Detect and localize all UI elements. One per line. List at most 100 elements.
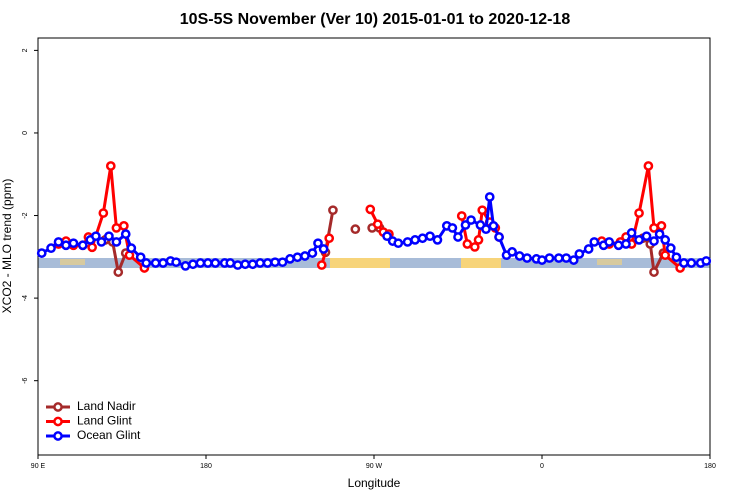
data-point [277,257,288,268]
data-point [447,223,458,233]
data-point [96,237,107,247]
data-point [119,221,129,231]
y-tick-label: -4 [22,295,29,301]
data-point [111,223,122,233]
data-point [671,252,682,263]
data-point [574,249,585,259]
data-point [105,161,116,171]
data-point [665,243,676,254]
data-point [141,258,152,268]
data-point [643,161,654,171]
data-point [316,260,327,270]
land-band [60,259,85,265]
y-axis-label: XCO2 - MLO trend (ppm) [0,179,14,314]
data-point [686,258,697,268]
data-point [460,220,471,230]
data-point [660,250,671,261]
data-point [36,248,47,258]
data-point [135,252,146,263]
data-point [307,248,318,258]
data-point [425,231,435,242]
data-point [180,261,191,271]
data-point [481,224,491,235]
legend-marker [53,402,63,412]
data-point [111,237,122,247]
data-point [365,204,376,215]
data-point [150,258,161,268]
data-point [649,236,659,246]
data-point [432,235,443,245]
data-point [350,224,361,235]
legend-label: Land Glint [77,414,132,428]
data-point [113,267,124,277]
data-point [514,251,525,261]
data-point [522,253,532,263]
data-point [262,258,273,268]
data-point [328,205,338,216]
data-point [453,232,463,242]
data-point [292,252,303,263]
data-point [488,221,499,231]
data-point [621,239,631,249]
data-point [466,215,476,225]
data-point [318,244,329,254]
data-point [210,258,221,268]
data-point [634,235,644,245]
data-point [544,253,555,263]
land-band [461,258,501,268]
data-point [613,240,624,251]
data-point [462,239,473,249]
data-point [270,257,280,268]
data-point [656,221,667,231]
land-band [597,259,622,265]
data-point [537,255,547,265]
x-tick-label: 90 W [366,463,383,470]
data-point [98,208,109,218]
data-point [553,253,564,263]
data-point [477,205,488,216]
data-point [53,237,64,247]
data-point [456,211,467,221]
data-point [604,237,615,247]
y-tick-label: -6 [22,377,29,383]
data-point [247,259,258,270]
data-point [583,244,594,254]
data-point [561,253,572,263]
land-band [330,258,390,268]
x-tick-label: 0 [540,463,544,470]
data-point [300,251,310,261]
y-tick-label: 0 [22,131,29,135]
data-point [626,228,637,238]
data-point [104,231,114,242]
data-point [77,240,88,251]
data-point [701,256,712,266]
data-point [126,243,137,254]
x-axis-label: Longitude [348,476,401,490]
data-point [382,231,392,242]
data-point [469,242,480,252]
data-point [91,231,101,242]
data-point [255,258,265,268]
data-point [171,257,181,268]
data-point [232,260,243,270]
legend-marker [53,431,63,441]
data-point [507,247,517,257]
data-point [203,258,213,268]
data-point [195,258,206,268]
series [36,192,712,271]
data-point [641,231,652,242]
data-point [568,255,579,265]
data-point [313,238,323,249]
data-point [660,235,671,245]
legend-label: Ocean Glint [77,428,141,442]
data-point [372,219,383,230]
data-point [158,258,168,268]
y-tick-label: 2 [22,48,29,52]
x-tick-label: 90 E [31,463,46,470]
data-point [634,208,644,218]
data-point [410,235,420,245]
data-point [494,232,504,242]
data-point [473,235,484,245]
data-point [402,237,413,247]
data-point [654,229,665,239]
